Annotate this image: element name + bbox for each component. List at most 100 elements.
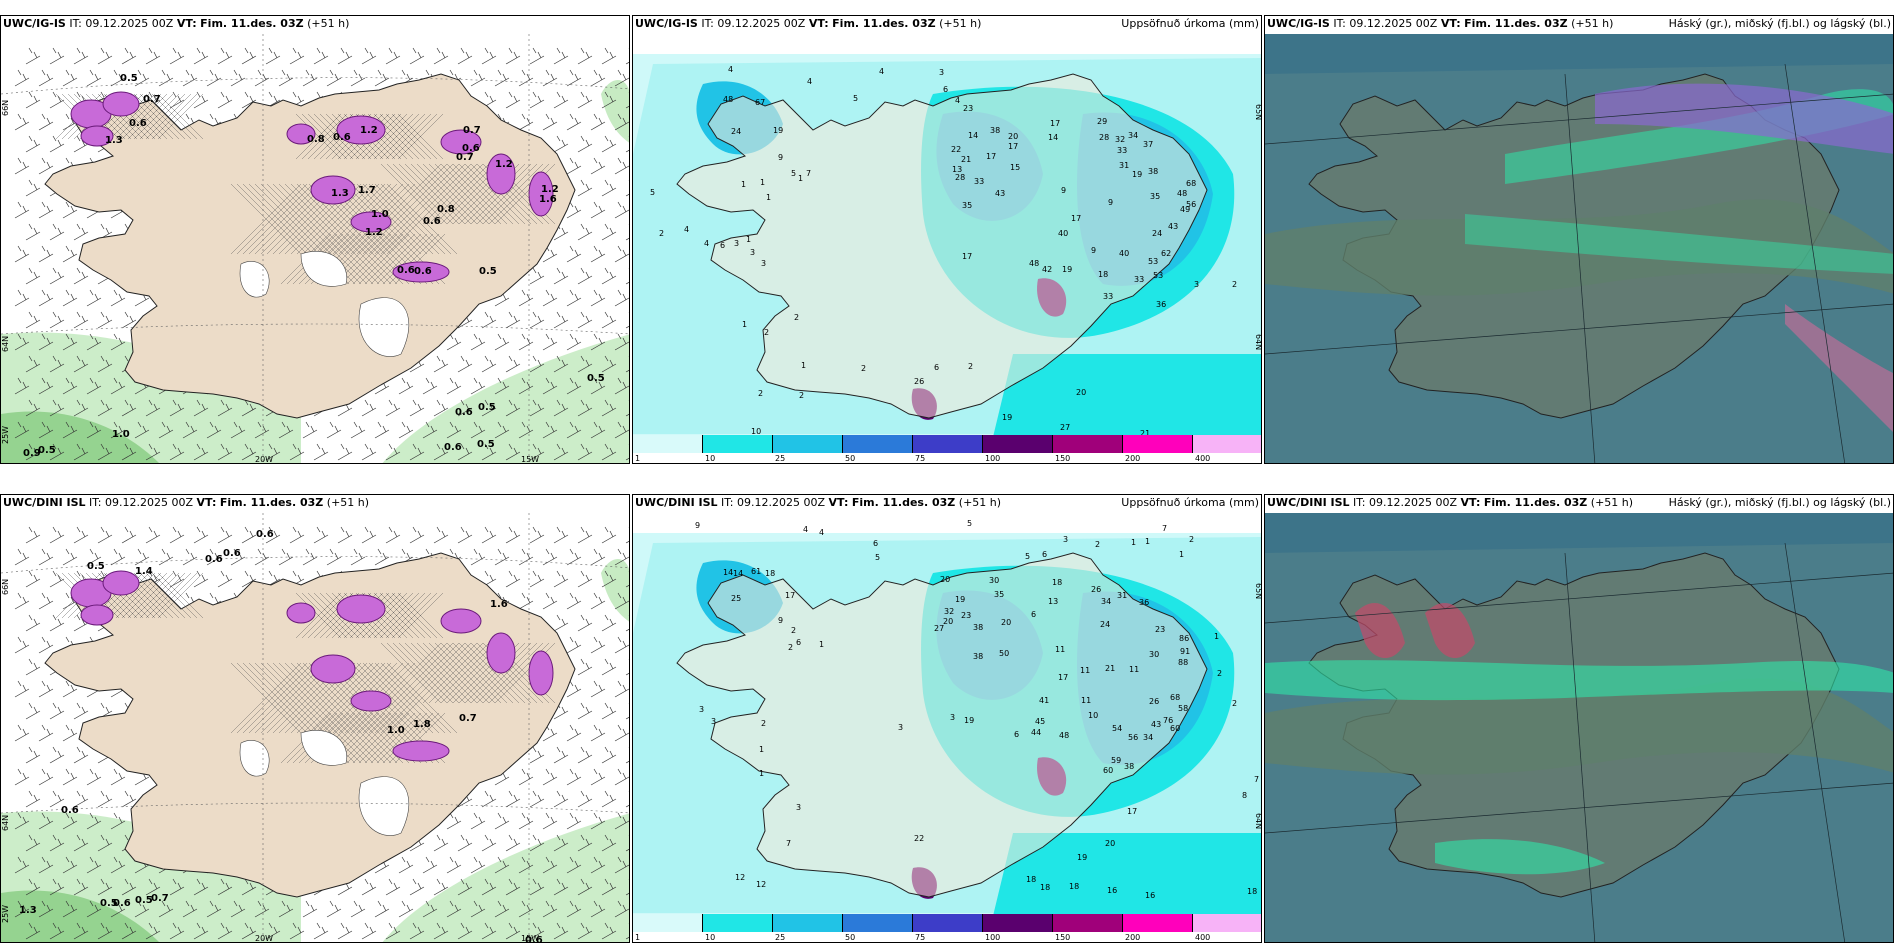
precip-value-label: 16 xyxy=(1145,891,1155,900)
hatch-line xyxy=(446,163,508,225)
panel-bottom-precip: UWC/DINI ISL IT: 09.12.2025 00Z VT: Fim.… xyxy=(632,494,1262,943)
wind-barb xyxy=(97,790,113,808)
wind-barb xyxy=(254,69,270,87)
colorbar-swatch xyxy=(633,914,703,932)
precip-value-label: 2 xyxy=(764,328,769,337)
colorbar-tick-label: 75 xyxy=(915,454,926,463)
precip-value-label: 5 xyxy=(967,519,972,528)
wind-barb xyxy=(289,526,305,544)
hatch-line xyxy=(145,93,192,140)
wind-barb xyxy=(590,289,606,307)
precip-value-label: 29 xyxy=(1097,117,1107,126)
precip-value-label: 31 xyxy=(1117,591,1127,600)
wind-barb xyxy=(614,421,629,439)
wind-barb xyxy=(518,812,534,830)
precip-value-label: 10 xyxy=(1088,711,1098,720)
wind-barb xyxy=(529,91,545,109)
wind-barb xyxy=(169,399,185,417)
precip-value-label: 7 xyxy=(786,839,791,848)
wind-barb xyxy=(38,245,54,263)
glacier xyxy=(300,251,348,287)
precip-value-label: 24 xyxy=(1100,620,1110,629)
precip-value-label: 1 xyxy=(759,769,764,778)
wind-barb xyxy=(110,812,126,830)
wind-barb xyxy=(470,900,486,918)
wind-barb xyxy=(14,333,30,351)
wind-barb xyxy=(62,333,78,351)
wind-barb xyxy=(577,614,593,632)
wind-barb xyxy=(25,179,41,197)
wind-barb xyxy=(529,570,545,588)
precip-value-label: 31 xyxy=(1119,161,1129,170)
wind-barb xyxy=(73,267,89,285)
precip-value-label: 43 xyxy=(1168,222,1178,231)
wind-barb xyxy=(433,526,449,544)
hatch-line xyxy=(404,642,466,704)
precip-value-label: 38 xyxy=(1124,762,1134,771)
hatch-line xyxy=(398,642,460,704)
wind-barb xyxy=(121,878,137,896)
cloud-cover-map xyxy=(1265,513,1893,942)
wind-barb xyxy=(614,592,629,610)
wind-barb xyxy=(601,834,617,852)
wind-barb xyxy=(553,614,569,632)
wind-barb xyxy=(590,812,606,830)
precip-value-label: 33 xyxy=(1103,292,1113,301)
colorbar-tick-label: 200 xyxy=(1125,454,1141,463)
wind-barb xyxy=(518,421,534,439)
hatch-line xyxy=(452,642,514,704)
wind-barb xyxy=(614,812,629,830)
wind-barb xyxy=(49,311,65,329)
wind-barb xyxy=(73,878,89,896)
wind-barb xyxy=(614,333,629,351)
wind-barb xyxy=(121,399,137,417)
wind-barb xyxy=(470,856,486,874)
wind-barb xyxy=(62,900,78,918)
wind-barb xyxy=(601,922,617,940)
wind-barb xyxy=(614,548,629,566)
wind-barb xyxy=(385,47,401,65)
wind-barb xyxy=(289,47,305,65)
icing-blob xyxy=(102,91,140,117)
wind-barb xyxy=(193,526,209,544)
wind-barb xyxy=(14,421,30,439)
wind-barb xyxy=(361,526,377,544)
precip-value-label: 20 xyxy=(1105,839,1115,848)
precip-value-label: 15 xyxy=(1010,163,1020,172)
wind-barb xyxy=(25,570,41,588)
wind-barb xyxy=(110,69,126,87)
wind-barb xyxy=(590,856,606,874)
icing-value-label: 0.5 xyxy=(478,402,496,413)
wind-barb xyxy=(49,47,65,65)
wind-barb xyxy=(25,443,41,461)
lat-label: 25W xyxy=(1,426,10,444)
wind-barb xyxy=(433,834,449,852)
wind-barb xyxy=(614,768,629,786)
wind-barb xyxy=(494,333,510,351)
precip-value-label: 34 xyxy=(1128,131,1138,140)
precip-value-label: 1 xyxy=(760,178,765,187)
precip-value-label: 68 xyxy=(1170,693,1180,702)
precip-title: Uppsöfnuð úrkoma (mm) xyxy=(1121,17,1259,30)
wind-barb xyxy=(241,526,257,544)
wind-barb xyxy=(470,548,486,566)
precip-shade xyxy=(382,334,629,463)
wind-barb xyxy=(398,377,414,395)
precip-value-label: 16 xyxy=(1107,886,1117,895)
precip-value-label: 7 xyxy=(806,169,811,178)
panel-top-precip: UWC/IG-IS IT: 09.12.2025 00Z VT: Fim. 11… xyxy=(632,15,1262,464)
wind-barb xyxy=(38,724,54,742)
wind-barb xyxy=(374,548,390,566)
wind-barb xyxy=(566,680,582,698)
precip-value-label: 3 xyxy=(939,68,944,77)
precip-value-label: 21 xyxy=(961,155,971,164)
wind-barb xyxy=(494,900,510,918)
lat-line xyxy=(1,556,629,574)
colorbar-swatch xyxy=(843,914,913,932)
precip-value-label: 3 xyxy=(699,705,704,714)
hatch-line xyxy=(151,93,198,140)
wind-barb xyxy=(422,900,438,918)
precip-value-label: 23 xyxy=(1155,625,1165,634)
wind-barb xyxy=(121,790,137,808)
